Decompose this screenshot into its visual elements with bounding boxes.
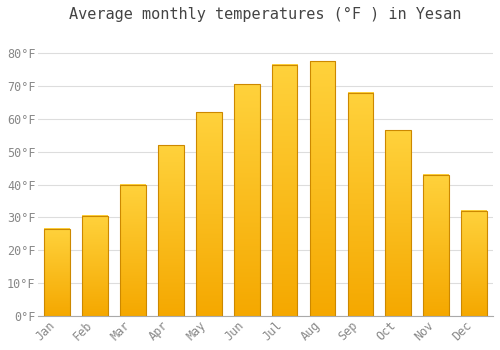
Bar — [196, 112, 222, 316]
Bar — [348, 92, 374, 316]
Title: Average monthly temperatures (°F ) in Yesan: Average monthly temperatures (°F ) in Ye… — [70, 7, 462, 22]
Bar — [310, 61, 336, 316]
Bar — [272, 65, 297, 316]
Bar — [424, 175, 449, 316]
Bar — [120, 184, 146, 316]
Bar — [234, 84, 260, 316]
Bar — [82, 216, 108, 316]
Bar — [461, 211, 487, 316]
Bar — [158, 145, 184, 316]
Bar — [44, 229, 70, 316]
Bar — [386, 130, 411, 316]
